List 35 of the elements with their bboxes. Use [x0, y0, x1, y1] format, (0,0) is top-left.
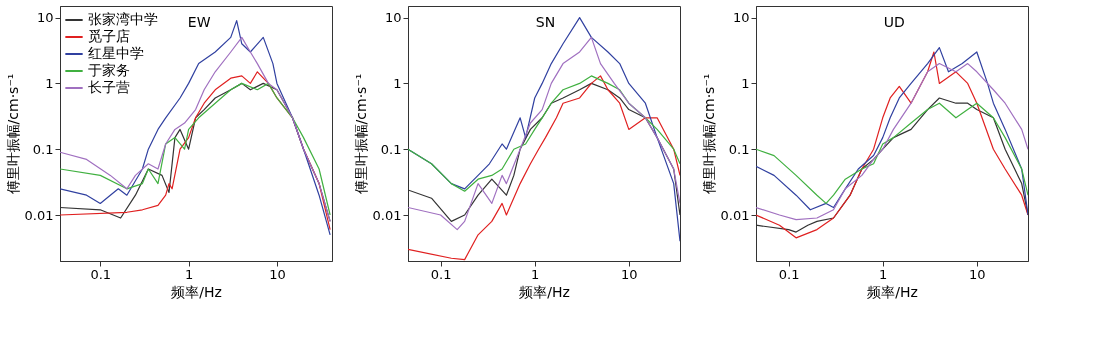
- y-tick-label: 10: [36, 10, 54, 26]
- legend-label: 觅子店: [88, 28, 130, 44]
- annotation: UD: [883, 14, 905, 30]
- y-tick-label: 1: [393, 75, 402, 91]
- y-tick-label: 0.01: [720, 207, 750, 223]
- x-tick-label: 1: [879, 266, 888, 282]
- y-tick-label: 0.1: [380, 141, 402, 157]
- annotation: EW: [187, 14, 211, 30]
- x-axis-title: 频率/Hz: [867, 283, 918, 300]
- x-tick-label: 0.1: [430, 266, 452, 282]
- x-tick-label: 10: [269, 266, 286, 282]
- y-tick-label: 1: [45, 75, 54, 91]
- annotation: SN: [535, 14, 556, 30]
- legend-label: 张家湾中学: [88, 11, 158, 27]
- y-tick-label: 0.01: [24, 207, 54, 223]
- y-axis-title: 傅里叶振幅/cm·s⁻¹: [352, 73, 369, 195]
- x-tick-label: 0.1: [778, 266, 800, 282]
- x-tick-label: 10: [969, 266, 986, 282]
- x-tick-label: 10: [621, 266, 638, 282]
- x-axis-title: 频率/Hz: [171, 283, 222, 300]
- y-tick-label: 10: [384, 10, 402, 26]
- y-axis-title: 傅里叶振幅/cm·s⁻¹: [700, 73, 717, 195]
- legend-label: 于家务: [88, 62, 130, 78]
- y-tick-label: 0.1: [728, 141, 750, 157]
- legend-label: 长子营: [88, 79, 130, 95]
- y-tick-label: 1: [741, 75, 750, 91]
- legend-label: 红星中学: [88, 45, 144, 61]
- y-axis-title: 傅里叶振幅/cm·s⁻¹: [4, 73, 21, 195]
- y-tick-label: 0.1: [32, 141, 54, 157]
- x-tick-label: 0.1: [90, 266, 112, 282]
- y-tick-label: 0.01: [372, 207, 402, 223]
- x-tick-label: 1: [531, 266, 540, 282]
- y-tick-label: 10: [732, 10, 750, 26]
- x-tick-label: 1: [184, 266, 194, 282]
- x-axis-title: 频率/Hz: [519, 283, 570, 300]
